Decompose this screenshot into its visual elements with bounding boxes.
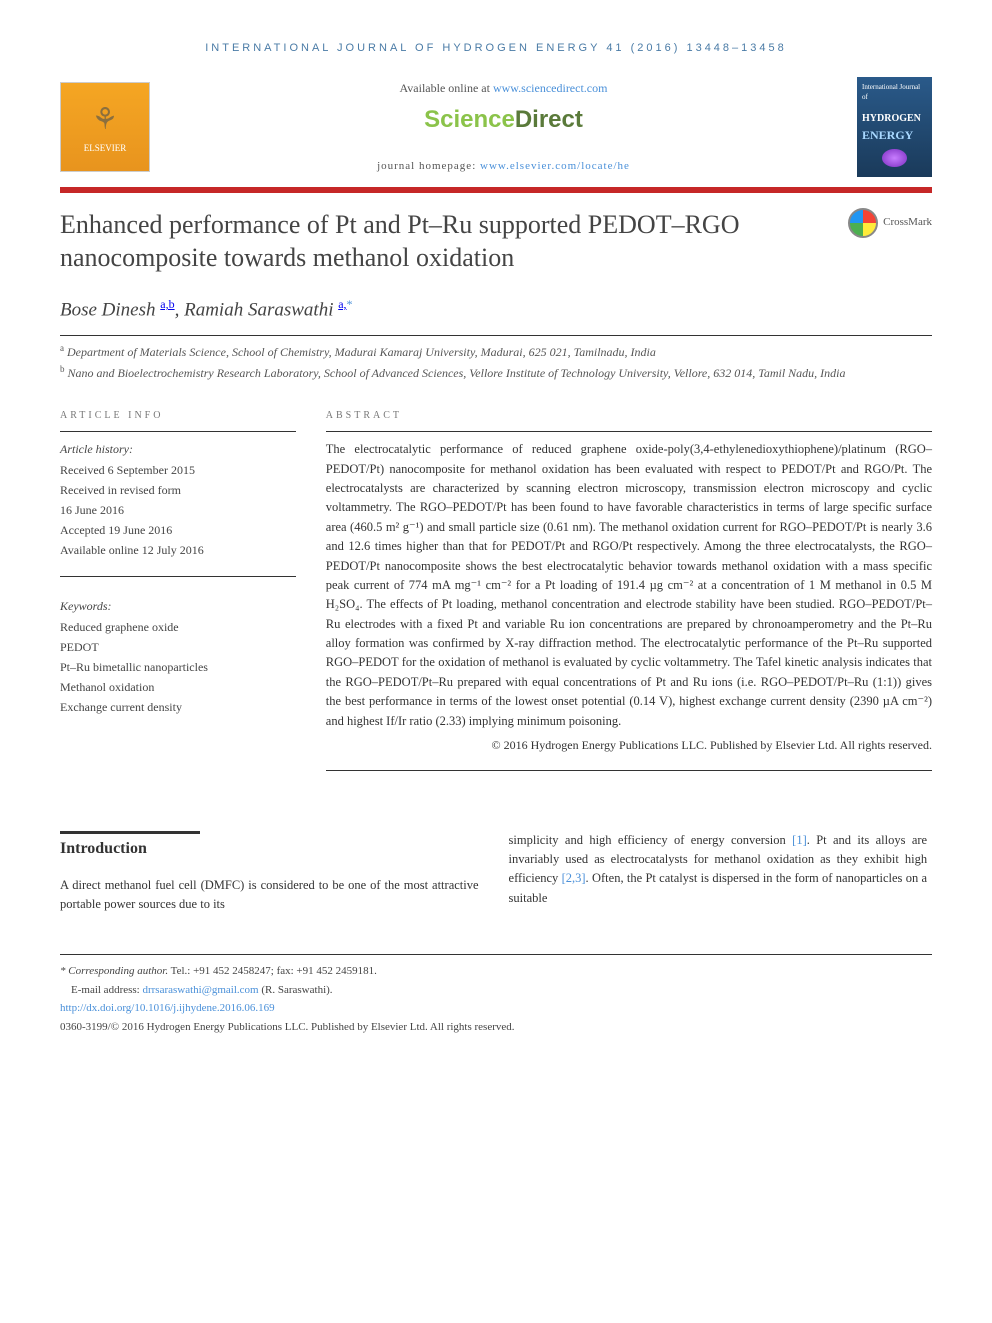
sciencedirect-logo[interactable]: ScienceDirect <box>150 102 857 138</box>
cover-graphic-icon <box>882 149 907 167</box>
intro-heading: Introduction <box>60 837 479 861</box>
footer-section: * Corresponding author. Tel.: +91 452 24… <box>60 954 932 1035</box>
intro-left-text: A direct methanol fuel cell (DMFC) is co… <box>60 876 479 915</box>
corr-detail: Tel.: +91 452 2458247; fax: +91 452 2459… <box>168 965 377 977</box>
author-sep: , <box>175 299 185 320</box>
affiliation-a: a Department of Materials Science, Schoo… <box>60 341 932 362</box>
article-info-label: ARTICLE INFO <box>60 408 296 432</box>
history-revised-2: 16 June 2016 <box>60 501 296 519</box>
corresponding-star-icon[interactable]: * <box>347 297 353 311</box>
cover-line1: International Journal of <box>862 82 927 103</box>
abstract-label: ABSTRACT <box>326 408 932 432</box>
keyword-3: Pt–Ru bimetallic nanoparticles <box>60 658 296 676</box>
cover-hydrogen: HYDROGEN <box>862 111 927 126</box>
brand-science: Science <box>424 106 515 133</box>
homepage-link[interactable]: www.elsevier.com/locate/he <box>480 160 630 172</box>
author-1-affil-link[interactable]: a,b <box>160 297 174 311</box>
affiliation-b: b Nano and Bioelectrochemistry Research … <box>60 362 932 383</box>
affiliation-a-text: Department of Materials Science, School … <box>67 345 656 359</box>
keyword-1: Reduced graphene oxide <box>60 618 296 636</box>
elsevier-label: ELSEVIER <box>84 142 127 156</box>
intro-left-column: Introduction A direct methanol fuel cell… <box>60 831 479 915</box>
brand-direct: Direct <box>515 106 583 133</box>
issn-copyright-line: 0360-3199/© 2016 Hydrogen Energy Publica… <box>60 1019 932 1036</box>
intro-right-1: simplicity and high efficiency of energy… <box>509 833 793 847</box>
affiliations: a Department of Materials Science, Schoo… <box>60 341 932 383</box>
corr-label: * Corresponding author. <box>60 965 168 977</box>
keyword-2: PEDOT <box>60 638 296 656</box>
intro-section: Introduction A direct methanol fuel cell… <box>60 831 932 915</box>
history-received: Received 6 September 2015 <box>60 461 296 479</box>
journal-header: INTERNATIONAL JOURNAL OF HYDROGEN ENERGY… <box>60 40 932 57</box>
abstract-text: The electrocatalytic performance of redu… <box>326 440 932 770</box>
available-prefix: Available online at <box>400 81 493 95</box>
center-info: Available online at www.sciencedirect.co… <box>150 79 857 175</box>
abstract-body: The electrocatalytic performance of redu… <box>326 442 932 727</box>
history-label: Article history: <box>60 440 296 458</box>
crossmark-badge[interactable]: CrossMark <box>848 208 932 238</box>
doi-line: http://dx.doi.org/10.1016/j.ijhydene.201… <box>60 1000 932 1017</box>
elsevier-logo[interactable]: ⚘ ELSEVIER <box>60 82 150 172</box>
affiliation-b-text: Nano and Bioelectrochemistry Research La… <box>68 366 846 380</box>
abstract-copyright: © 2016 Hydrogen Energy Publications LLC.… <box>326 736 932 755</box>
elsevier-tree-icon: ⚘ <box>92 97 119 142</box>
author-1-name[interactable]: Bose Dinesh <box>60 299 156 320</box>
email-label: E-mail address: <box>71 984 142 996</box>
intro-right-column: simplicity and high efficiency of energy… <box>509 831 928 915</box>
ref-link-1[interactable]: [1] <box>792 833 807 847</box>
ref-link-2-3[interactable]: [2,3] <box>562 871 586 885</box>
cover-energy: ENERGY <box>862 126 927 144</box>
abstract-column: ABSTRACT The electrocatalytic performanc… <box>326 408 932 770</box>
email-link[interactable]: drrsaraswathi@gmail.com <box>142 984 258 996</box>
authors-line: Bose Dinesh a,b, Ramiah Saraswathi a,* <box>60 295 932 336</box>
doi-link[interactable]: http://dx.doi.org/10.1016/j.ijhydene.201… <box>60 1002 275 1014</box>
history-accepted: Accepted 19 June 2016 <box>60 521 296 539</box>
keyword-4: Methanol oxidation <box>60 678 296 696</box>
sciencedirect-link[interactable]: www.sciencedirect.com <box>493 81 608 95</box>
red-divider-bar <box>60 187 932 193</box>
history-revised-1: Received in revised form <box>60 481 296 499</box>
intro-heading-rule <box>60 831 200 834</box>
history-online: Available online 12 July 2016 <box>60 541 296 559</box>
article-title: Enhanced performance of Pt and Pt–Ru sup… <box>60 208 848 276</box>
homepage-prefix: journal homepage: <box>377 160 480 172</box>
corresponding-author-line: * Corresponding author. Tel.: +91 452 24… <box>60 963 932 980</box>
available-online-text: Available online at www.sciencedirect.co… <box>150 79 857 97</box>
journal-cover[interactable]: International Journal of HYDROGEN ENERGY <box>857 77 932 177</box>
crossmark-icon <box>848 208 878 238</box>
keywords-block: Keywords: Reduced graphene oxide PEDOT P… <box>60 597 296 733</box>
top-banner: ⚘ ELSEVIER Available online at www.scien… <box>60 77 932 177</box>
keywords-label: Keywords: <box>60 597 296 615</box>
email-suffix: (R. Saraswathi). <box>259 984 333 996</box>
info-abstract-row: ARTICLE INFO Article history: Received 6… <box>60 408 932 770</box>
keyword-5: Exchange current density <box>60 698 296 716</box>
article-info-column: ARTICLE INFO Article history: Received 6… <box>60 408 296 770</box>
journal-homepage: journal homepage: www.elsevier.com/locat… <box>150 158 857 175</box>
title-row: Enhanced performance of Pt and Pt–Ru sup… <box>60 208 932 276</box>
intro-right-text: simplicity and high efficiency of energy… <box>509 831 928 909</box>
email-line: E-mail address: drrsaraswathi@gmail.com … <box>60 982 932 999</box>
author-2-affil-link[interactable]: a, <box>338 297 346 311</box>
author-2-name[interactable]: Ramiah Saraswathi <box>184 299 333 320</box>
history-block: Article history: Received 6 September 20… <box>60 440 296 577</box>
crossmark-label: CrossMark <box>883 214 932 231</box>
